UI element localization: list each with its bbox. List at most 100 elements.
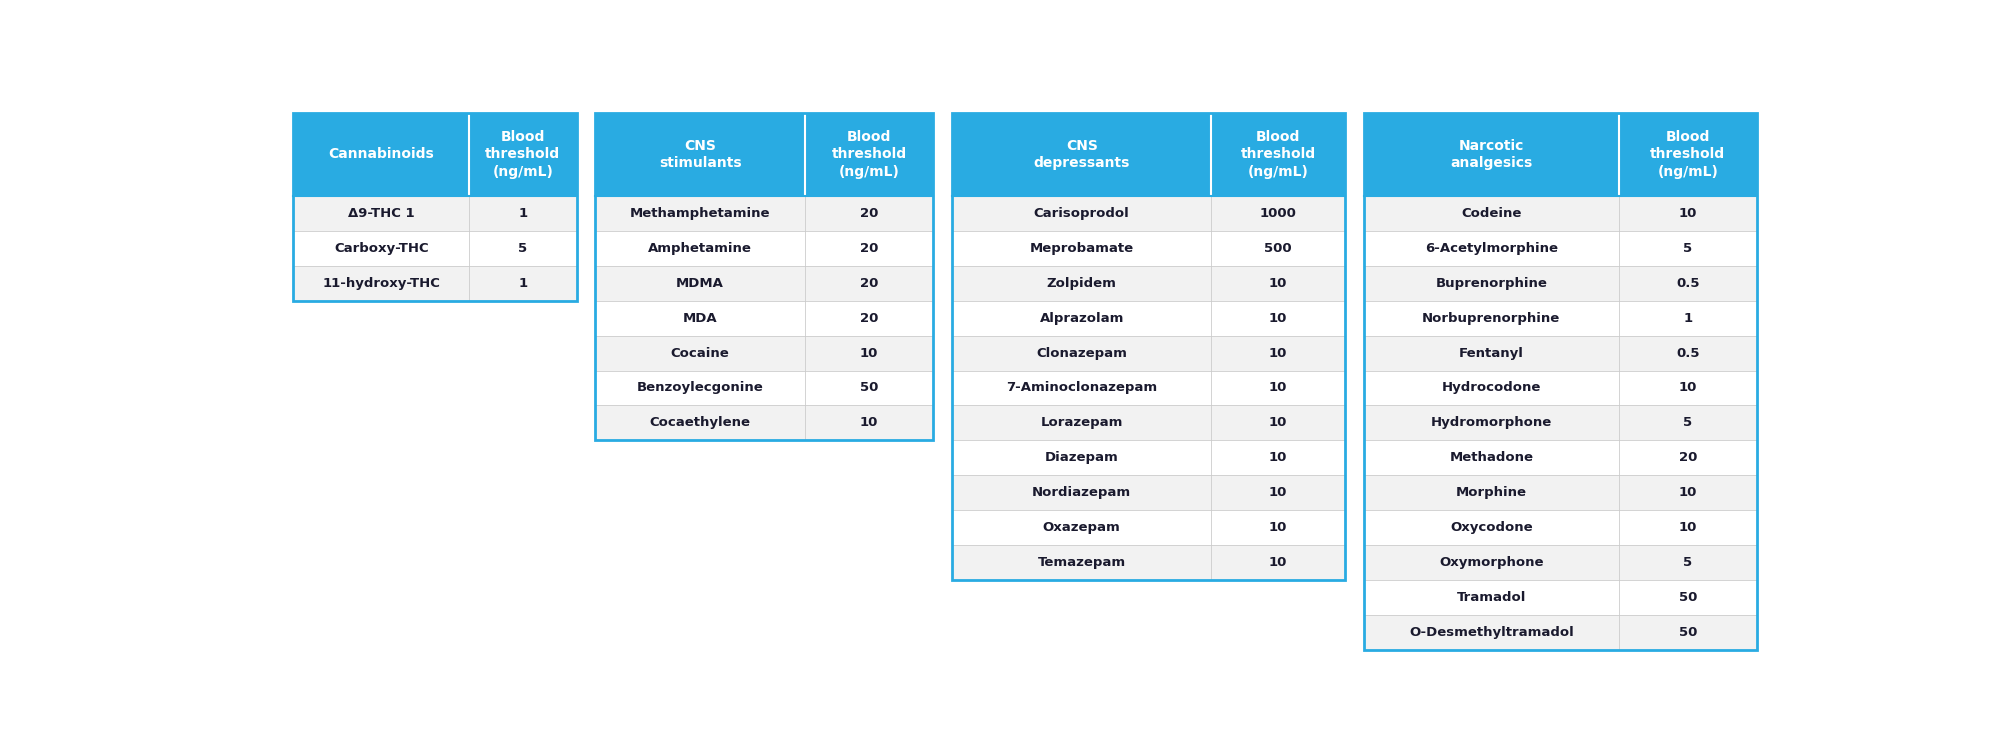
Bar (952, 336, 1346, 371)
Bar (1364, 545, 1756, 580)
Text: 10: 10 (1270, 556, 1288, 569)
Text: Zolpidem: Zolpidem (1046, 277, 1116, 290)
Text: Alprazolam: Alprazolam (1040, 312, 1124, 325)
Text: 10: 10 (1678, 207, 1698, 220)
Bar (596, 196, 934, 231)
Text: 10: 10 (1270, 312, 1288, 325)
Bar (952, 371, 1346, 405)
Text: 10: 10 (860, 417, 878, 430)
Bar (294, 112, 576, 300)
Bar (1364, 112, 1756, 196)
Bar (952, 231, 1346, 266)
Text: Oxycodone: Oxycodone (1450, 521, 1532, 534)
Text: Carboxy-THC: Carboxy-THC (334, 242, 428, 255)
Bar (1364, 196, 1756, 231)
Bar (294, 231, 576, 266)
Bar (952, 266, 1346, 300)
Text: Diazepam: Diazepam (1044, 451, 1118, 464)
Text: CNS
depressants: CNS depressants (1034, 139, 1130, 170)
Text: Buprenorphine: Buprenorphine (1436, 277, 1548, 290)
Text: 5: 5 (1684, 417, 1692, 430)
Bar (952, 476, 1346, 510)
Text: Benzoylecgonine: Benzoylecgonine (636, 381, 764, 395)
Bar (596, 112, 934, 440)
Bar (1364, 112, 1756, 650)
Text: Norbuprenorphine: Norbuprenorphine (1422, 312, 1560, 325)
Text: 10: 10 (1678, 486, 1698, 499)
Text: Nordiazepam: Nordiazepam (1032, 486, 1132, 499)
Bar (596, 336, 934, 371)
Text: 20: 20 (860, 277, 878, 290)
Text: Temazepam: Temazepam (1038, 556, 1126, 569)
Bar (1364, 440, 1756, 476)
Bar (1364, 615, 1756, 650)
Text: Blood
threshold
(ng/mL): Blood threshold (ng/mL) (1650, 130, 1726, 179)
Text: Tramadol: Tramadol (1456, 591, 1526, 604)
Bar (1364, 371, 1756, 405)
Text: Blood
threshold
(ng/mL): Blood threshold (ng/mL) (1240, 130, 1316, 179)
Text: Oxazepam: Oxazepam (1042, 521, 1120, 534)
Text: 0.5: 0.5 (1676, 277, 1700, 290)
Text: Hydromorphone: Hydromorphone (1430, 417, 1552, 430)
Bar (952, 545, 1346, 580)
Text: Amphetamine: Amphetamine (648, 242, 752, 255)
Bar (596, 231, 934, 266)
Text: 20: 20 (860, 312, 878, 325)
Text: Fentanyl: Fentanyl (1458, 347, 1524, 359)
Text: 1: 1 (518, 207, 528, 220)
Text: 10: 10 (1270, 521, 1288, 534)
Text: 1: 1 (1684, 312, 1692, 325)
Text: O-Desmethyltramadol: O-Desmethyltramadol (1408, 626, 1574, 639)
Text: Carisoprodol: Carisoprodol (1034, 207, 1130, 220)
Bar (596, 266, 934, 300)
Bar (294, 112, 576, 196)
Text: 10: 10 (860, 347, 878, 359)
Text: 1000: 1000 (1260, 207, 1296, 220)
Text: 20: 20 (860, 207, 878, 220)
Text: 10: 10 (1270, 347, 1288, 359)
Bar (1364, 405, 1756, 440)
Text: 10: 10 (1678, 381, 1698, 395)
Text: Narcotic
analgesics: Narcotic analgesics (1450, 139, 1532, 170)
Text: MDA: MDA (682, 312, 718, 325)
Text: 5: 5 (1684, 242, 1692, 255)
Text: 10: 10 (1270, 486, 1288, 499)
Bar (294, 266, 576, 300)
Text: 20: 20 (1678, 451, 1698, 464)
Text: Clonazepam: Clonazepam (1036, 347, 1128, 359)
Text: Blood
threshold
(ng/mL): Blood threshold (ng/mL) (832, 130, 906, 179)
Bar (952, 510, 1346, 545)
Bar (1364, 510, 1756, 545)
Text: 10: 10 (1270, 277, 1288, 290)
Bar (294, 196, 576, 231)
Text: Meprobamate: Meprobamate (1030, 242, 1134, 255)
Bar (1364, 300, 1756, 336)
Text: 5: 5 (518, 242, 528, 255)
Bar (596, 371, 934, 405)
Text: 6-Acetylmorphine: 6-Acetylmorphine (1424, 242, 1558, 255)
Text: Morphine: Morphine (1456, 486, 1526, 499)
Bar (1364, 336, 1756, 371)
Bar (952, 196, 1346, 231)
Text: 50: 50 (1678, 626, 1698, 639)
Bar (952, 405, 1346, 440)
Text: 50: 50 (1678, 591, 1698, 604)
Text: 7-Aminoclonazepam: 7-Aminoclonazepam (1006, 381, 1158, 395)
Bar (952, 440, 1346, 476)
Text: 5: 5 (1684, 556, 1692, 569)
Text: Cocaine: Cocaine (670, 347, 730, 359)
Text: 500: 500 (1264, 242, 1292, 255)
Text: 11-hydroxy-THC: 11-hydroxy-THC (322, 277, 440, 290)
Text: CNS
stimulants: CNS stimulants (658, 139, 742, 170)
Bar (1364, 266, 1756, 300)
Text: Hydrocodone: Hydrocodone (1442, 381, 1542, 395)
Text: 10: 10 (1270, 381, 1288, 395)
Bar (596, 112, 934, 196)
Bar (952, 112, 1346, 580)
Text: Lorazepam: Lorazepam (1040, 417, 1122, 430)
Text: Cannabinoids: Cannabinoids (328, 147, 434, 162)
Text: 0.5: 0.5 (1676, 347, 1700, 359)
Text: 10: 10 (1270, 417, 1288, 430)
Bar (1364, 580, 1756, 615)
Text: Oxymorphone: Oxymorphone (1440, 556, 1544, 569)
